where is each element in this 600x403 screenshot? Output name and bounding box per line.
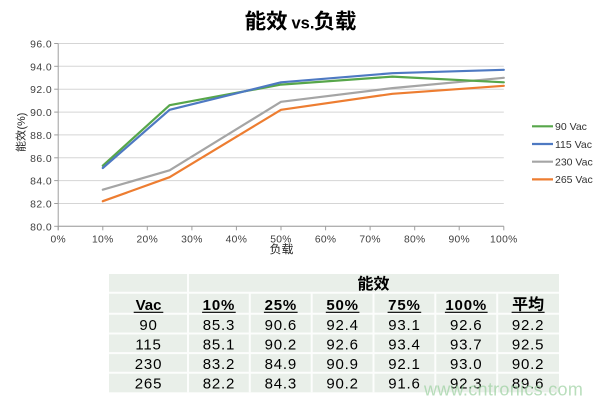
svg-text:www.cntronics.com: www.cntronics.com	[423, 380, 583, 400]
svg-text:115 Vac: 115 Vac	[555, 139, 592, 151]
svg-text:80%: 80%	[404, 235, 426, 246]
svg-text:10%: 10%	[92, 235, 114, 246]
svg-text:90: 90	[139, 317, 157, 334]
svg-text:92.4: 92.4	[326, 317, 358, 334]
svg-text:93.7: 93.7	[450, 337, 482, 354]
svg-text:230 Vac: 230 Vac	[555, 157, 593, 169]
svg-text:96.0: 96.0	[30, 40, 52, 51]
svg-text:40%: 40%	[226, 235, 248, 246]
svg-text:92.6: 92.6	[450, 317, 482, 334]
svg-text:92.1: 92.1	[388, 356, 420, 373]
svg-text:82.0: 82.0	[30, 200, 52, 211]
svg-text:90.9: 90.9	[326, 356, 358, 373]
svg-text:50%: 50%	[270, 235, 292, 246]
svg-text:94.0: 94.0	[30, 62, 52, 73]
svg-text:84.9: 84.9	[265, 356, 297, 373]
svg-text:92.0: 92.0	[30, 85, 52, 96]
svg-text:60%: 60%	[315, 235, 337, 246]
svg-text:88.0: 88.0	[30, 131, 52, 142]
svg-text:90.6: 90.6	[265, 317, 297, 334]
svg-text:Vac: Vac	[136, 297, 162, 314]
svg-text:vs.: vs.	[292, 14, 315, 32]
svg-text:92.3: 92.3	[450, 376, 482, 393]
svg-text:100%: 100%	[490, 235, 518, 246]
svg-text:85.3: 85.3	[203, 317, 235, 334]
svg-text:90.0: 90.0	[30, 108, 52, 119]
svg-text:93.0: 93.0	[450, 356, 482, 373]
svg-text:90%: 90%	[448, 235, 470, 246]
svg-text:93.4: 93.4	[388, 337, 420, 354]
svg-text:86.0: 86.0	[30, 154, 52, 165]
svg-text:84.0: 84.0	[30, 177, 52, 188]
svg-text:90.2: 90.2	[512, 356, 544, 373]
svg-text:92.2: 92.2	[512, 317, 544, 334]
svg-text:90 Vac: 90 Vac	[555, 121, 587, 133]
svg-text:83.2: 83.2	[203, 356, 235, 373]
svg-text:265 Vac: 265 Vac	[555, 174, 593, 186]
svg-text:10%: 10%	[203, 297, 235, 314]
svg-text:20%: 20%	[137, 235, 159, 246]
svg-text:80.0: 80.0	[30, 222, 52, 233]
svg-text:92.5: 92.5	[512, 337, 544, 354]
svg-text:115: 115	[135, 337, 161, 354]
svg-text:100%: 100%	[445, 297, 487, 314]
svg-text:84.3: 84.3	[265, 376, 297, 393]
svg-text:82.2: 82.2	[203, 376, 235, 393]
svg-text:265: 265	[135, 376, 162, 393]
svg-text:90.2: 90.2	[326, 376, 358, 393]
svg-text:91.6: 91.6	[388, 376, 420, 393]
svg-text:230: 230	[135, 356, 162, 373]
svg-text:75%: 75%	[388, 297, 420, 314]
svg-text:0%: 0%	[50, 235, 65, 246]
svg-text:90.2: 90.2	[265, 337, 297, 354]
svg-text:30%: 30%	[181, 235, 203, 246]
svg-text:70%: 70%	[359, 235, 381, 246]
svg-text:92.6: 92.6	[326, 337, 358, 354]
svg-text:89.6: 89.6	[512, 376, 544, 393]
svg-text:25%: 25%	[265, 297, 297, 314]
svg-text:85.1: 85.1	[203, 337, 235, 354]
svg-text:50%: 50%	[326, 297, 358, 314]
svg-text:(%): (%)	[16, 113, 28, 130]
svg-text:93.1: 93.1	[388, 317, 420, 334]
